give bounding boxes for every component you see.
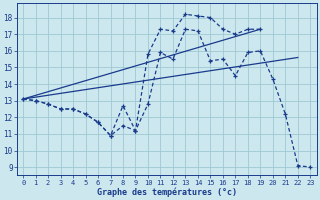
X-axis label: Graphe des températures (°c): Graphe des températures (°c) bbox=[97, 187, 237, 197]
